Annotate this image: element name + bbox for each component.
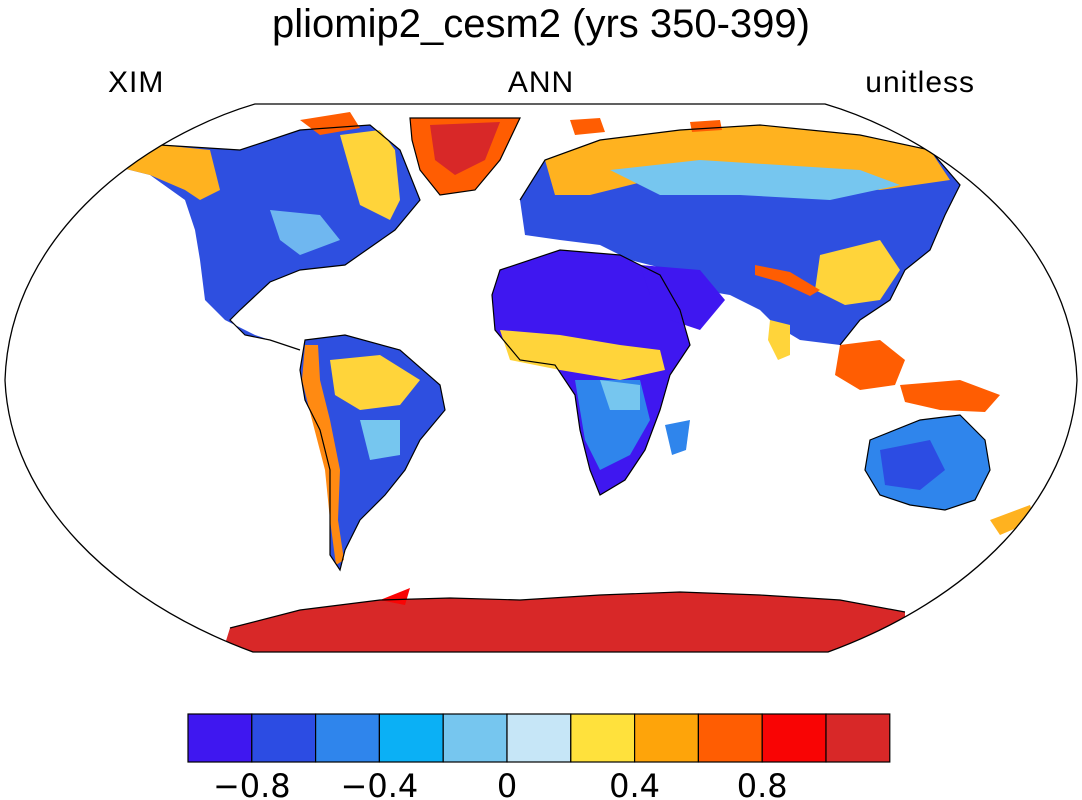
- colorbar-boxes: [187, 713, 891, 763]
- coastlines: [109, 117, 991, 629]
- greenland-core: [430, 122, 500, 175]
- australia-land: [865, 415, 1035, 535]
- colorbar-box: [315, 713, 381, 763]
- colorbar-box: [570, 713, 636, 763]
- colorbar-box: [697, 713, 763, 763]
- colorbar-tick-label: 0: [497, 767, 517, 800]
- eurasia-land: [520, 118, 960, 345]
- colorbar-box: [761, 713, 827, 763]
- colorbar-tick-label: −0.8: [213, 767, 291, 800]
- season-label: ANN: [507, 66, 575, 99]
- antarctica-land: [220, 588, 905, 652]
- colorbar-tick-label: 0.8: [737, 767, 788, 800]
- colorbar-tick-label: 0.4: [609, 767, 660, 800]
- south-america-land: [300, 335, 445, 570]
- variable-label: XIM: [108, 66, 165, 99]
- page-title: pliomip2_cesm2 (yrs 350-399): [271, 2, 810, 46]
- colorbar-ticks: −0.8 −0.4 0 0.4 0.8: [213, 767, 788, 800]
- southeast-asia-land: [768, 320, 1000, 412]
- arabia-land: [640, 265, 725, 330]
- colorbar-box: [633, 713, 699, 763]
- units-label: unitless: [865, 66, 975, 99]
- colorbar-box: [825, 713, 891, 763]
- map-border: [4, 103, 1078, 653]
- africa-land: [492, 250, 690, 495]
- colorbar-box: [442, 713, 508, 763]
- colorbar-box: [251, 713, 317, 763]
- colorbar-box: [378, 713, 444, 763]
- colorbar-box: [187, 713, 253, 763]
- colorbar-tick-label: −0.4: [341, 767, 419, 800]
- colorbar-box: [506, 713, 572, 763]
